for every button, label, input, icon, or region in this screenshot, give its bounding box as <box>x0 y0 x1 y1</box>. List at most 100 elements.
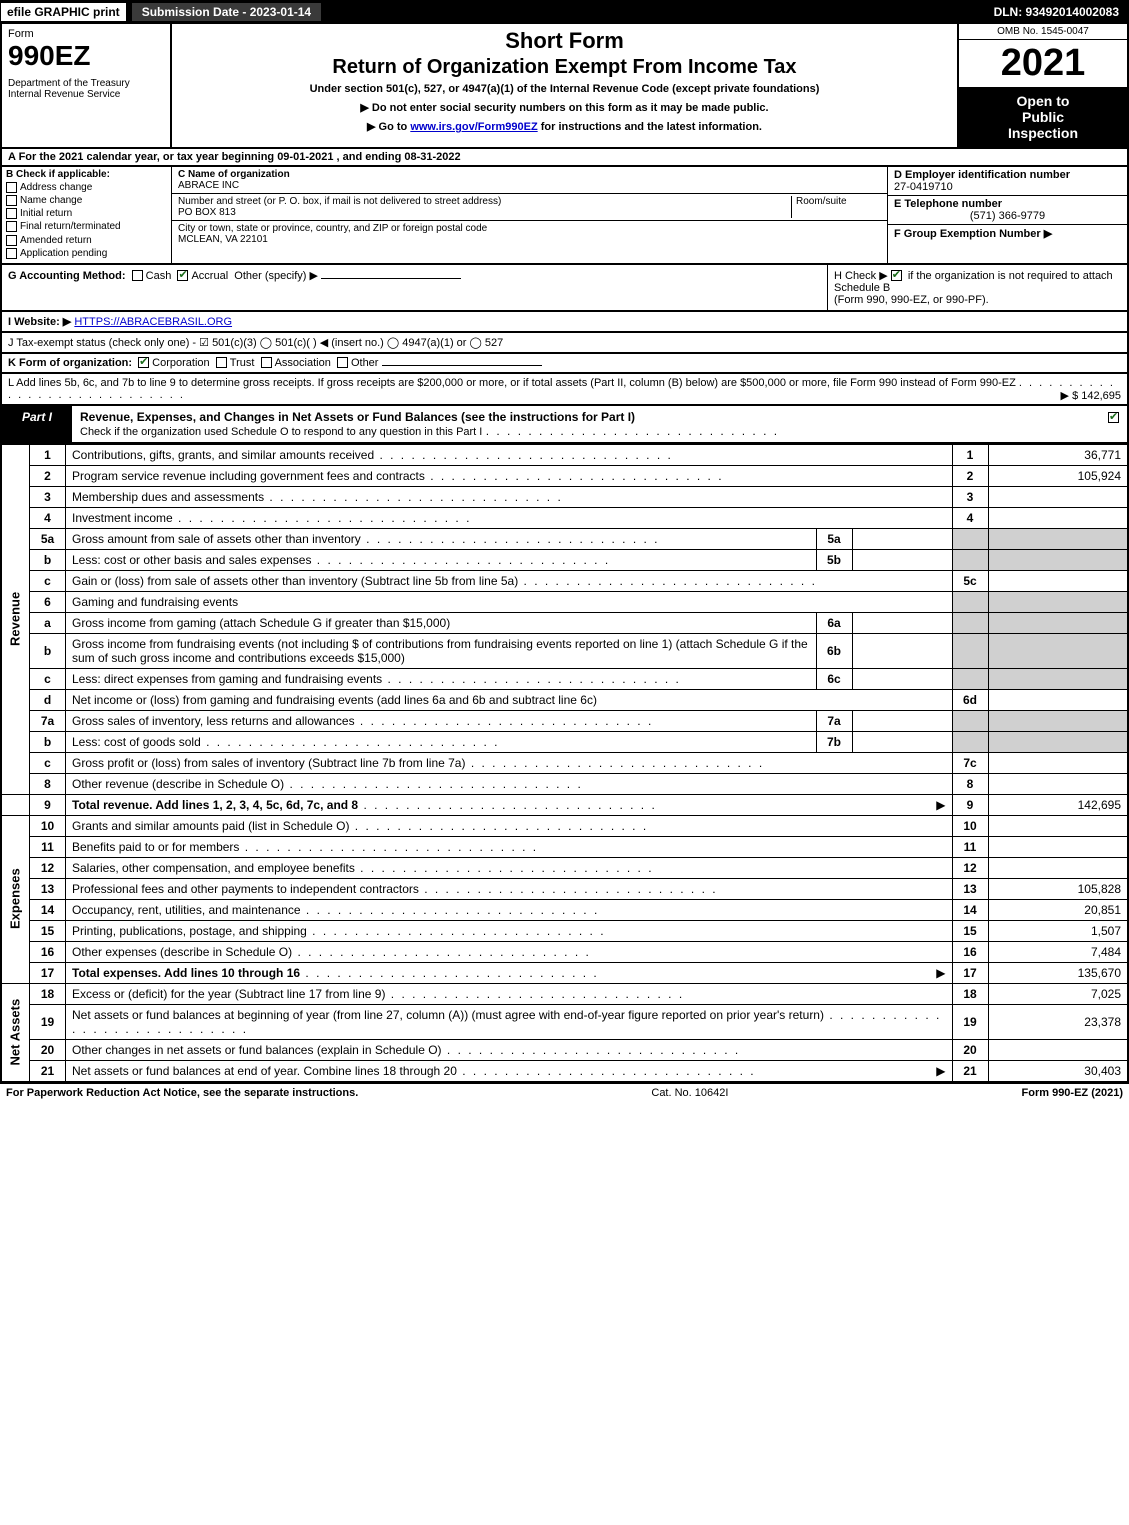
other-org-label: Other <box>351 357 379 369</box>
box-d-e-f: D Employer identification number 27-0419… <box>887 167 1127 263</box>
row-5a-iv <box>852 528 952 549</box>
row-13-num: 13 <box>30 878 66 899</box>
open-line1: Open to <box>961 93 1125 109</box>
dept-treasury: Department of the Treasury <box>8 78 164 89</box>
chk-other-org[interactable] <box>337 357 348 368</box>
row-18-vn: 18 <box>952 983 988 1004</box>
l-text: L Add lines 5b, 6c, and 7b to line 9 to … <box>8 377 1016 389</box>
other-label: Other (specify) ▶ <box>234 270 318 282</box>
corp-label: Corporation <box>152 357 209 369</box>
row-19-vn: 19 <box>952 1004 988 1039</box>
row-12-desc: Salaries, other compensation, and employ… <box>66 857 953 878</box>
row-16-desc: Other expenses (describe in Schedule O) <box>66 941 953 962</box>
revenue-sidelabel: Revenue <box>1 444 30 794</box>
row-7b-in: 7b <box>816 731 852 752</box>
row-17-arrow: ▶ <box>936 966 945 980</box>
row-3-num: 3 <box>30 486 66 507</box>
row-20-num: 20 <box>30 1039 66 1060</box>
row-6c-desc: Less: direct expenses from gaming and fu… <box>66 668 817 689</box>
row-7c-num: c <box>30 752 66 773</box>
row-9-val: 142,695 <box>988 794 1128 815</box>
row-1-desc: Contributions, gifts, grants, and simila… <box>66 444 953 465</box>
row-6a-vn <box>952 612 988 633</box>
chk-association[interactable] <box>261 357 272 368</box>
goto-line: ▶ Go to www.irs.gov/Form990EZ for instru… <box>180 120 949 133</box>
row-11-val <box>988 836 1128 857</box>
row-5a-val <box>988 528 1128 549</box>
row-7a-in: 7a <box>816 710 852 731</box>
row-17-val: 135,670 <box>988 962 1128 983</box>
row-3-val <box>988 486 1128 507</box>
row-3-desc: Membership dues and assessments <box>66 486 953 507</box>
row-5b-val <box>988 549 1128 570</box>
row-5c-val <box>988 570 1128 591</box>
row-15-num: 15 <box>30 920 66 941</box>
open-to-public: Open to Public Inspection <box>959 87 1127 147</box>
chk-schedule-b[interactable] <box>891 270 902 281</box>
line-g-h: G Accounting Method: Cash Accrual Other … <box>0 265 1129 312</box>
row-17-desc: Total expenses. Add lines 10 through 16 … <box>66 962 953 983</box>
chk-initial-return[interactable]: Initial return <box>6 208 167 219</box>
chk-cash[interactable] <box>132 270 143 281</box>
org-name-row: C Name of organization ABRACE INC <box>172 167 887 194</box>
page-footer: For Paperwork Reduction Act Notice, see … <box>0 1083 1129 1102</box>
title-return: Return of Organization Exempt From Incom… <box>180 56 949 79</box>
address-row: Number and street (or P. O. box, if mail… <box>172 194 887 221</box>
row-10-vn: 10 <box>952 815 988 836</box>
part1-tab: Part I <box>2 406 72 442</box>
chk-name-change[interactable]: Name change <box>6 195 167 206</box>
row-6a-in: 6a <box>816 612 852 633</box>
website-link[interactable]: HTTPS://ABRACEBRASIL.ORG <box>74 316 232 328</box>
row-6a-iv <box>852 612 952 633</box>
tax-year: 2021 <box>959 40 1127 87</box>
row-2-val: 105,924 <box>988 465 1128 486</box>
row-20-val <box>988 1039 1128 1060</box>
chk-accrual[interactable] <box>177 270 188 281</box>
row-9-vn: 9 <box>952 794 988 815</box>
part1-chk[interactable] <box>1103 406 1127 442</box>
chk-trust[interactable] <box>216 357 227 368</box>
chk-final-return[interactable]: Final return/terminated <box>6 221 167 232</box>
row-6a-num: a <box>30 612 66 633</box>
ein-row: D Employer identification number 27-0419… <box>888 167 1127 196</box>
irs-link[interactable]: www.irs.gov/Form990EZ <box>410 121 537 133</box>
org-name: ABRACE INC <box>178 180 239 191</box>
row-4-val <box>988 507 1128 528</box>
row-6a-desc: Gross income from gaming (attach Schedul… <box>66 612 817 633</box>
footer-left: For Paperwork Reduction Act Notice, see … <box>6 1087 358 1099</box>
h-text3: (Form 990, 990-EZ, or 990-PF). <box>834 294 989 306</box>
row-6d-vn: 6d <box>952 689 988 710</box>
row-6b-iv <box>852 633 952 668</box>
line-g: G Accounting Method: Cash Accrual Other … <box>2 265 827 310</box>
submission-date: Submission Date - 2023-01-14 <box>131 2 322 22</box>
efile-print-button[interactable]: efile GRAPHIC print <box>0 2 127 22</box>
chk-address-change[interactable]: Address change <box>6 182 167 193</box>
row-7a-num: 7a <box>30 710 66 731</box>
row-7a-val <box>988 710 1128 731</box>
row-4-desc: Investment income <box>66 507 953 528</box>
row-6d-val <box>988 689 1128 710</box>
row-11-desc: Benefits paid to or for members <box>66 836 953 857</box>
chk-amended-return[interactable]: Amended return <box>6 235 167 246</box>
row-6-desc: Gaming and fundraising events <box>66 591 953 612</box>
g-label: G Accounting Method: <box>8 270 126 282</box>
row-7a-iv <box>852 710 952 731</box>
footer-center: Cat. No. 10642I <box>651 1087 728 1099</box>
row-7b-val <box>988 731 1128 752</box>
row-4-num: 4 <box>30 507 66 528</box>
chk-corporation[interactable] <box>138 357 149 368</box>
line-j: J Tax-exempt status (check only one) - ☑… <box>0 333 1129 354</box>
line-a: A For the 2021 calendar year, or tax yea… <box>0 149 1129 167</box>
row-10-val <box>988 815 1128 836</box>
row-6c-vn <box>952 668 988 689</box>
chk-application-pending[interactable]: Application pending <box>6 248 167 259</box>
row-21-arrow: ▶ <box>936 1064 945 1078</box>
line-h: H Check ▶ if the organization is not req… <box>827 265 1127 310</box>
row-21-vn: 21 <box>952 1060 988 1082</box>
line-k: K Form of organization: Corporation Trus… <box>0 354 1129 374</box>
row-13-vn: 13 <box>952 878 988 899</box>
row-19-desc: Net assets or fund balances at beginning… <box>66 1004 953 1039</box>
room-suite: Room/suite <box>791 196 881 218</box>
netassets-sidelabel: Net Assets <box>1 983 30 1082</box>
row-5c-num: c <box>30 570 66 591</box>
